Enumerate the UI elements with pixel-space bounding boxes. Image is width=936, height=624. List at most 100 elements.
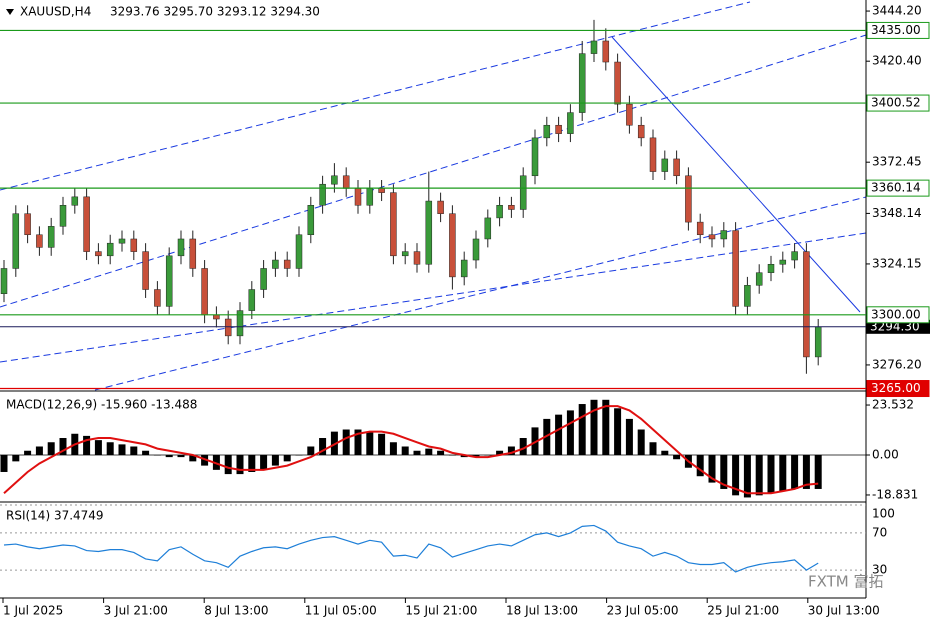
macd-bar bbox=[94, 440, 102, 455]
macd-bar bbox=[142, 450, 150, 455]
macd-bar bbox=[708, 454, 716, 483]
candle-body bbox=[24, 213, 31, 236]
candle-body bbox=[130, 238, 138, 252]
macd-bar bbox=[24, 450, 32, 455]
macd-bar bbox=[260, 454, 268, 470]
candle-body bbox=[307, 205, 315, 236]
rsi-line bbox=[3, 524, 819, 573]
candle-body bbox=[390, 192, 397, 257]
macd-bar bbox=[401, 446, 409, 455]
candle-body bbox=[189, 238, 197, 269]
candle-body bbox=[685, 175, 692, 223]
candle-body bbox=[272, 259, 279, 269]
candle-body bbox=[744, 285, 751, 307]
macd-bar bbox=[271, 454, 279, 466]
macd-bar bbox=[625, 418, 633, 455]
candle-body bbox=[531, 137, 539, 177]
x-tick-label: 25 Jul 21:00 bbox=[707, 604, 779, 618]
candle-body bbox=[378, 188, 385, 193]
macd-bar bbox=[177, 454, 185, 458]
candle-body bbox=[236, 310, 244, 337]
level-label: 3435.00 bbox=[871, 23, 921, 37]
macd-bar bbox=[106, 442, 114, 455]
macd-bar bbox=[413, 450, 421, 455]
candle-body bbox=[708, 234, 716, 240]
candle-body bbox=[342, 175, 350, 189]
macd-bar bbox=[555, 414, 563, 455]
rsi-title: RSI(14) 37.4749 bbox=[6, 509, 104, 523]
macd-bar bbox=[354, 429, 362, 455]
macd-bar bbox=[366, 431, 374, 455]
macd-bar bbox=[0, 454, 8, 472]
watermark: FXTM 富拓 bbox=[808, 573, 884, 591]
macd-bar bbox=[83, 435, 91, 455]
y-tick-label: 30 bbox=[872, 563, 887, 577]
macd-bar bbox=[165, 454, 173, 458]
candle-body bbox=[36, 234, 43, 248]
channel-line bbox=[0, 232, 867, 363]
candle-body bbox=[154, 289, 161, 307]
candle-body bbox=[791, 251, 798, 261]
candle-body bbox=[578, 53, 586, 113]
candle-body bbox=[720, 230, 728, 240]
y-tick-label: 70 bbox=[872, 525, 887, 539]
candle-body bbox=[779, 259, 787, 265]
trendlines bbox=[0, 1, 867, 391]
macd-bar bbox=[496, 450, 504, 455]
macd-bar bbox=[307, 446, 315, 455]
candle-body bbox=[590, 40, 598, 54]
y-tick-label: 3444.20 bbox=[872, 4, 922, 18]
macd-bar bbox=[342, 429, 350, 455]
x-tick-label: 3 Jul 21:00 bbox=[104, 604, 168, 618]
candle-body bbox=[637, 124, 645, 139]
x-tick-label: 11 Jul 05:00 bbox=[305, 604, 377, 618]
macd-bar bbox=[720, 454, 728, 489]
macd-bar bbox=[35, 446, 43, 455]
channel-line bbox=[0, 1, 751, 191]
candle-body bbox=[755, 272, 763, 286]
candle-body bbox=[803, 251, 810, 358]
y-tick-label: 3420.40 bbox=[872, 54, 922, 68]
candle-body bbox=[614, 61, 621, 105]
macd-bar bbox=[153, 454, 161, 456]
macd-bar bbox=[47, 442, 55, 455]
macd-bar bbox=[578, 404, 586, 455]
candle-body bbox=[413, 251, 421, 265]
candle-body bbox=[142, 251, 149, 290]
x-tick-label: 23 Jul 05:00 bbox=[607, 604, 679, 618]
candle-body bbox=[319, 183, 326, 206]
macd-bar bbox=[767, 454, 775, 494]
macd-bar bbox=[673, 454, 681, 460]
macd-bar bbox=[59, 438, 67, 455]
menu-arrow bbox=[6, 9, 14, 15]
macd-bar bbox=[118, 444, 126, 455]
macd-bar bbox=[755, 454, 763, 496]
macd-title: MACD(12,26,9) -15.960 -13.488 bbox=[6, 398, 197, 412]
macd-bar bbox=[791, 454, 799, 489]
y-tick-label: 3276.20 bbox=[872, 357, 922, 371]
level-box bbox=[866, 21, 930, 39]
macd-bar bbox=[507, 446, 515, 455]
candle-body bbox=[12, 213, 20, 269]
macd-bar bbox=[472, 454, 480, 458]
candle-body bbox=[248, 289, 256, 311]
candle-body bbox=[83, 196, 90, 252]
x-tick-label: 15 Jul 21:00 bbox=[405, 604, 477, 618]
macd-bar bbox=[637, 429, 645, 455]
candle-body bbox=[118, 238, 126, 244]
candle-body bbox=[508, 205, 515, 210]
macd-bar bbox=[602, 399, 610, 455]
candle-body bbox=[673, 158, 680, 177]
candle-body bbox=[366, 188, 374, 206]
level-box bbox=[866, 94, 930, 112]
candle-body bbox=[519, 175, 527, 210]
macd-bar bbox=[283, 454, 291, 462]
candle-body bbox=[543, 124, 551, 139]
candle-body bbox=[567, 112, 574, 134]
macd-bar bbox=[519, 438, 527, 455]
macd-signal bbox=[3, 405, 819, 495]
macd-bar bbox=[614, 408, 622, 455]
candle-body bbox=[59, 205, 67, 227]
candle-body bbox=[331, 175, 338, 185]
candle-body bbox=[460, 259, 468, 278]
